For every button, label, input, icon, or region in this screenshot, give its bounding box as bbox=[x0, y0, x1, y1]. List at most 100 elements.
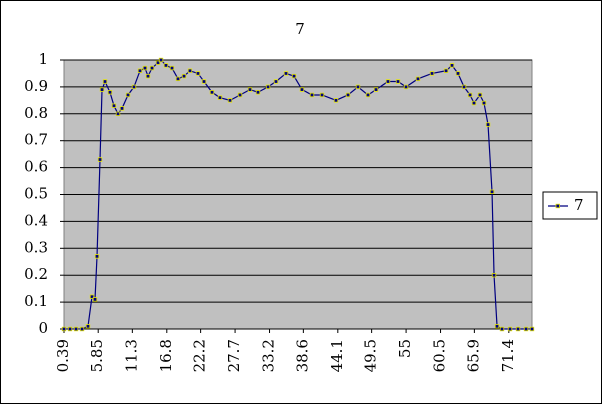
data-point bbox=[89, 294, 95, 299]
x-tick-label: 22.2 bbox=[191, 339, 209, 372]
data-point bbox=[142, 65, 148, 71]
y-tick-label: 0.5 bbox=[24, 185, 48, 203]
chart-title: 7 bbox=[295, 20, 305, 38]
x-tick-label: 16.8 bbox=[157, 339, 175, 372]
data-point bbox=[415, 76, 421, 82]
data-point bbox=[255, 90, 261, 95]
data-point bbox=[247, 87, 253, 92]
data-point bbox=[209, 90, 215, 95]
data-point bbox=[283, 71, 289, 76]
data-point bbox=[107, 90, 113, 95]
data-point bbox=[471, 100, 477, 106]
data-point bbox=[102, 79, 108, 84]
data-point bbox=[115, 111, 121, 116]
x-tick-label: 55 bbox=[396, 339, 414, 358]
data-point bbox=[485, 122, 491, 127]
data-point bbox=[61, 326, 67, 332]
y-tick-label: 0.7 bbox=[24, 131, 48, 149]
data-point bbox=[163, 63, 169, 68]
data-point bbox=[365, 92, 371, 98]
data-point bbox=[201, 79, 207, 84]
data-point bbox=[373, 87, 379, 92]
x-tick-label: 27.7 bbox=[225, 339, 243, 372]
data-point bbox=[319, 92, 325, 98]
data-point bbox=[499, 326, 505, 332]
data-point bbox=[158, 57, 164, 63]
x-tick-label: 44.1 bbox=[328, 339, 346, 372]
legend-label: 7 bbox=[574, 196, 584, 214]
x-tick-label: 60.5 bbox=[431, 339, 449, 372]
data-point bbox=[85, 324, 91, 329]
data-point bbox=[299, 87, 305, 92]
data-point bbox=[137, 68, 143, 73]
data-point bbox=[489, 189, 495, 195]
data-point bbox=[92, 297, 98, 302]
data-point bbox=[265, 84, 271, 90]
data-point bbox=[131, 84, 137, 90]
data-point bbox=[155, 60, 161, 65]
data-point bbox=[125, 92, 131, 98]
data-point bbox=[477, 92, 483, 98]
x-tick-label: 71.4 bbox=[499, 339, 517, 372]
y-tick-label: 0.2 bbox=[24, 265, 48, 283]
data-point bbox=[175, 76, 181, 82]
data-point bbox=[515, 326, 521, 332]
y-tick-label: 0.6 bbox=[24, 158, 48, 176]
data-point bbox=[481, 100, 487, 106]
data-point bbox=[403, 84, 409, 90]
data-point bbox=[333, 98, 339, 103]
x-tick-label: 0.39 bbox=[54, 339, 72, 372]
data-point bbox=[94, 254, 100, 259]
data-point bbox=[449, 63, 455, 68]
y-tick-label: 0.9 bbox=[24, 77, 48, 95]
data-point bbox=[149, 65, 155, 71]
y-tick-label: 0.1 bbox=[24, 292, 48, 310]
legend-marker bbox=[555, 203, 560, 209]
data-point bbox=[187, 68, 193, 73]
x-tick-label: 5.85 bbox=[88, 339, 106, 372]
data-point bbox=[111, 103, 117, 108]
data-point bbox=[227, 98, 233, 103]
data-point bbox=[345, 92, 351, 98]
y-tick-label: 0 bbox=[38, 319, 48, 337]
data-point bbox=[273, 79, 279, 84]
y-tick-label: 0.4 bbox=[24, 211, 48, 229]
data-point bbox=[195, 71, 201, 76]
x-tick-label: 33.2 bbox=[260, 339, 278, 372]
data-line bbox=[64, 59, 532, 330]
data-point bbox=[467, 92, 473, 98]
data-point bbox=[119, 106, 125, 111]
data-point bbox=[429, 71, 435, 76]
data-point bbox=[507, 326, 513, 332]
data-point bbox=[494, 324, 500, 329]
data-point bbox=[455, 71, 461, 76]
y-tick-label: 0.3 bbox=[24, 238, 48, 256]
data-point bbox=[181, 73, 187, 79]
data-point bbox=[169, 65, 175, 71]
data-point bbox=[529, 326, 535, 332]
data-point bbox=[99, 87, 105, 92]
data-point bbox=[461, 84, 467, 90]
data-point bbox=[385, 79, 391, 84]
data-point bbox=[395, 79, 401, 84]
data-point bbox=[79, 326, 85, 332]
x-tick-label: 11.3 bbox=[122, 339, 140, 372]
data-point bbox=[73, 326, 79, 332]
x-tick-label: 38.6 bbox=[293, 339, 311, 372]
data-point bbox=[97, 157, 103, 162]
y-tick-label: 0.8 bbox=[24, 104, 48, 122]
data-point bbox=[237, 92, 243, 98]
data-point bbox=[491, 272, 497, 278]
x-tick-label: 65.9 bbox=[464, 339, 482, 372]
data-point bbox=[309, 92, 315, 98]
data-point bbox=[291, 73, 297, 79]
data-point bbox=[355, 84, 361, 90]
data-point bbox=[145, 73, 151, 79]
data-point bbox=[217, 95, 223, 100]
x-tick-label: 49.5 bbox=[362, 339, 380, 372]
data-point bbox=[443, 68, 449, 73]
data-point bbox=[67, 326, 73, 332]
y-tick-label: 1 bbox=[38, 50, 48, 68]
